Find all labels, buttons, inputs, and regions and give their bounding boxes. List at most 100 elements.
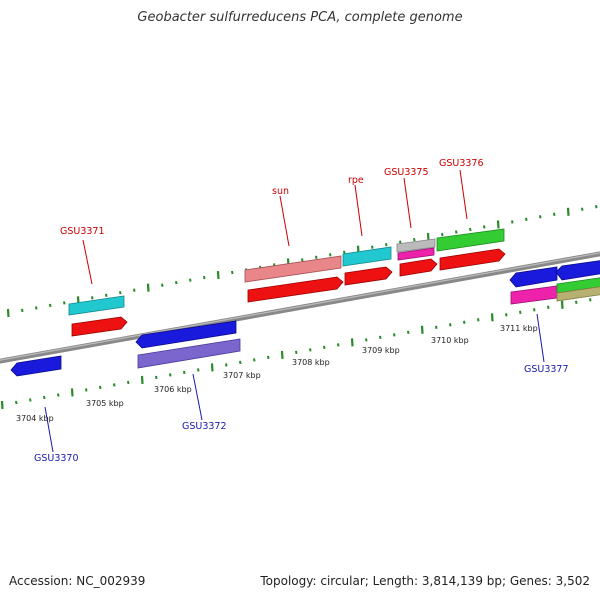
gene-GSU3372-track-a[interactable] (135, 320, 237, 349)
gene-sun-track-b[interactable] (247, 276, 344, 303)
major-tick (140, 375, 144, 385)
gene-GSU3377-next-c (556, 286, 600, 302)
minor-tick (183, 370, 186, 375)
minor-tick (519, 310, 522, 314)
gene-GSU3372-track-b (137, 338, 241, 369)
major-tick (0, 400, 4, 410)
leader-GSU3370 (44, 406, 54, 453)
gene-rpe-track-a (342, 246, 392, 267)
kbp-label: 3711 kbp (500, 324, 538, 333)
leader-GSU3372 (192, 373, 203, 421)
genome-backbone-highlight (0, 252, 600, 361)
minor-tick (385, 243, 388, 247)
kbp-label: 3705 kbp (86, 399, 124, 408)
gene-label: GSU3370 (34, 453, 79, 464)
minor-tick (155, 375, 158, 380)
minor-tick (323, 345, 326, 350)
minor-tick (595, 205, 598, 209)
leader-GSU3371 (82, 239, 93, 285)
leader-rpe (354, 184, 363, 237)
major-tick (490, 313, 494, 322)
gene-rpe[interactable] (342, 246, 393, 286)
gene-GSU3376-track-b[interactable] (439, 248, 506, 271)
minor-tick (113, 383, 116, 387)
kbp-label: 3709 kbp (362, 346, 400, 355)
minor-tick (379, 335, 382, 340)
minor-tick (435, 325, 438, 330)
minor-tick (407, 330, 410, 335)
minor-tick (525, 217, 528, 222)
gene-label: sun (272, 186, 289, 197)
minor-tick (119, 291, 122, 295)
minor-tick (547, 305, 550, 309)
minor-tick (469, 227, 472, 232)
minor-tick (455, 230, 458, 234)
minor-tick (393, 333, 396, 337)
minor-tick (169, 373, 172, 377)
gene-GSU3371[interactable] (68, 295, 128, 337)
kbp-label: 3704 kbp (16, 414, 54, 423)
gene-GSU3372[interactable] (135, 320, 241, 369)
minor-tick (315, 255, 318, 259)
leader-GSU3375 (403, 177, 412, 229)
minor-tick (449, 323, 452, 327)
gene-GSU3375-track-a (396, 238, 436, 253)
minor-tick (309, 348, 312, 352)
minor-tick (413, 237, 416, 242)
kbp-label: 3710 kbp (431, 336, 469, 345)
minor-tick (91, 296, 94, 300)
major-tick (566, 207, 570, 216)
minor-tick (21, 308, 24, 313)
minor-tick (197, 368, 200, 372)
major-tick (350, 338, 354, 347)
gene-GSU3377-track-b (510, 285, 558, 305)
major-tick (210, 363, 214, 372)
minor-tick (15, 400, 18, 405)
minor-tick (365, 338, 368, 342)
minor-tick (189, 278, 192, 282)
minor-tick (477, 318, 480, 322)
kbp-label: 3706 kbp (154, 385, 192, 394)
major-tick (216, 270, 220, 280)
gene-rpe-track-b[interactable] (344, 266, 393, 286)
minor-tick (505, 313, 508, 317)
gene-GSU3370[interactable] (10, 355, 62, 377)
major-tick (496, 220, 500, 229)
minor-tick (463, 320, 466, 324)
gene-GSU3371-track-b[interactable] (71, 316, 128, 337)
minor-tick (253, 358, 256, 362)
gene-GSU3370-track-a[interactable] (10, 355, 62, 377)
minor-tick (49, 303, 52, 308)
bottom-tick-row (0, 298, 592, 410)
major-tick (6, 308, 10, 318)
gene-GSU3375-track-b[interactable] (399, 258, 438, 277)
minor-tick (43, 395, 46, 400)
major-tick (560, 300, 564, 309)
gene-GSU3377[interactable] (509, 260, 600, 305)
minor-tick (99, 385, 102, 390)
minor-tick (553, 212, 556, 216)
minor-tick (203, 275, 206, 280)
gene-sun[interactable] (244, 255, 344, 303)
minor-tick (483, 225, 486, 229)
minor-tick (267, 355, 270, 360)
minor-tick (575, 300, 578, 304)
minor-tick (29, 398, 32, 402)
minor-tick (371, 245, 374, 249)
gene-GSU3376-track-a (436, 228, 505, 252)
minor-tick (533, 308, 536, 312)
gene-GSU3371-track-a (68, 295, 125, 316)
gene-GSU3375[interactable] (396, 238, 438, 277)
minor-tick (133, 288, 136, 292)
gene-label: GSU3375 (384, 167, 429, 178)
gene-label: GSU3372 (182, 421, 227, 432)
minor-tick (85, 388, 88, 392)
gene-GSU3376[interactable] (436, 228, 506, 271)
minor-tick (35, 306, 38, 310)
top-tick-row (6, 205, 598, 318)
kbp-label: 3708 kbp (292, 358, 330, 367)
major-tick (146, 283, 150, 292)
genome-summary: Topology: circular; Length: 3,814,139 bp… (260, 574, 590, 588)
leader-GSU3376 (459, 169, 468, 220)
gene-label: GSU3377 (524, 364, 569, 375)
